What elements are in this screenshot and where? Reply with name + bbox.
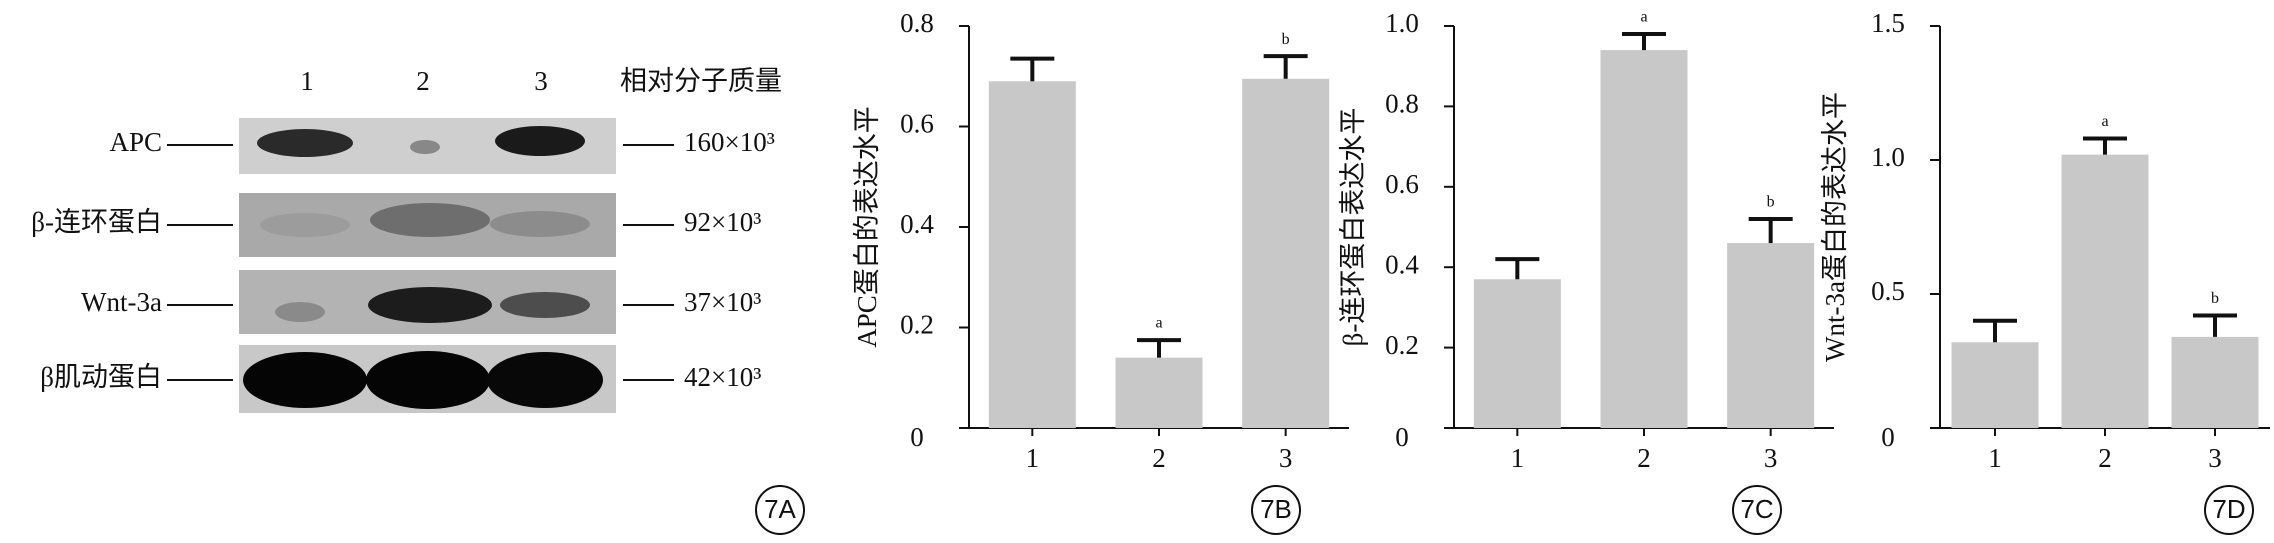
bar — [988, 81, 1076, 429]
y-tick-label: 0.8 — [1385, 89, 1419, 119]
x-tick-label: 2 — [2098, 443, 2112, 473]
y-tick-label: 1.0 — [1871, 142, 1905, 172]
y-tick-label: 0.8 — [900, 8, 934, 38]
y-tick-label: 0.2 — [900, 310, 934, 340]
y-tick-label: 0 — [910, 422, 924, 452]
x-tick-label: 1 — [1511, 443, 1525, 473]
panel-label: 7B — [1260, 494, 1292, 524]
x-tick-label: 1 — [1988, 443, 2002, 473]
y-tick-label: 0.4 — [1385, 249, 1419, 279]
bar — [1951, 342, 2039, 428]
protein-label: Wnt-3a — [81, 287, 162, 317]
protein-label: APC — [109, 127, 162, 157]
mw-label: 37×10³ — [684, 287, 761, 317]
x-tick-label: 2 — [1637, 443, 1651, 473]
significance-label: a — [1155, 315, 1162, 332]
panel-label: 7C — [1740, 494, 1773, 524]
protein-label: β肌动蛋白 — [40, 362, 162, 392]
mw-header: 相对分子质量 — [620, 66, 782, 96]
y-axis-title: Wnt-3a蛋白的表达水平 — [1820, 92, 1850, 362]
blot-image — [239, 118, 616, 413]
bar — [1242, 78, 1330, 428]
panel-circle — [2204, 485, 2254, 535]
x-tick-label: 1 — [1026, 443, 1040, 473]
y-tick-label: 0.6 — [1385, 169, 1419, 199]
y-tick-label: 0.4 — [900, 209, 934, 239]
lane-label: 2 — [416, 66, 430, 96]
significance-label: b — [2211, 290, 2219, 307]
y-axis-title: APC蛋白的表达水平 — [852, 106, 882, 348]
x-tick-label: 2 — [1152, 443, 1166, 473]
mw-label: 42×10³ — [684, 362, 761, 392]
panel-label: 7D — [2212, 494, 2245, 524]
mw-label: 92×10³ — [684, 207, 761, 237]
mw-label: 160×10³ — [684, 127, 775, 157]
lane-label: 1 — [300, 66, 314, 96]
y-axis-title: β-连环蛋白表达水平 — [1338, 108, 1368, 347]
bar — [2171, 336, 2259, 428]
significance-label: b — [1282, 31, 1290, 48]
y-tick-label: 1.5 — [1871, 8, 1905, 38]
y-tick-label: 0.5 — [1871, 276, 1905, 306]
bar — [1727, 243, 1815, 428]
panel-circle — [1251, 485, 1301, 535]
bar — [1473, 279, 1561, 428]
significance-label: a — [1640, 9, 1647, 26]
x-tick-label: 3 — [2208, 443, 2222, 473]
panel-circle — [1732, 485, 1782, 535]
bar — [1115, 357, 1203, 428]
panel-label: 7A — [764, 494, 796, 524]
y-tick-label: 0.2 — [1385, 330, 1419, 360]
significance-label: a — [2101, 113, 2108, 130]
lane-label: 3 — [534, 66, 548, 96]
y-tick-label: 0 — [1881, 422, 1895, 452]
x-tick-label: 3 — [1279, 443, 1293, 473]
x-tick-label: 3 — [1764, 443, 1778, 473]
y-tick-label: 0 — [1395, 422, 1409, 452]
y-tick-label: 1.0 — [1385, 8, 1419, 38]
significance-label: b — [1767, 194, 1775, 211]
panel-circle — [755, 485, 805, 535]
y-tick-label: 0.6 — [900, 109, 934, 139]
bar — [2061, 154, 2149, 428]
protein-label: β-连环蛋白 — [31, 207, 162, 237]
bar — [1600, 50, 1688, 429]
